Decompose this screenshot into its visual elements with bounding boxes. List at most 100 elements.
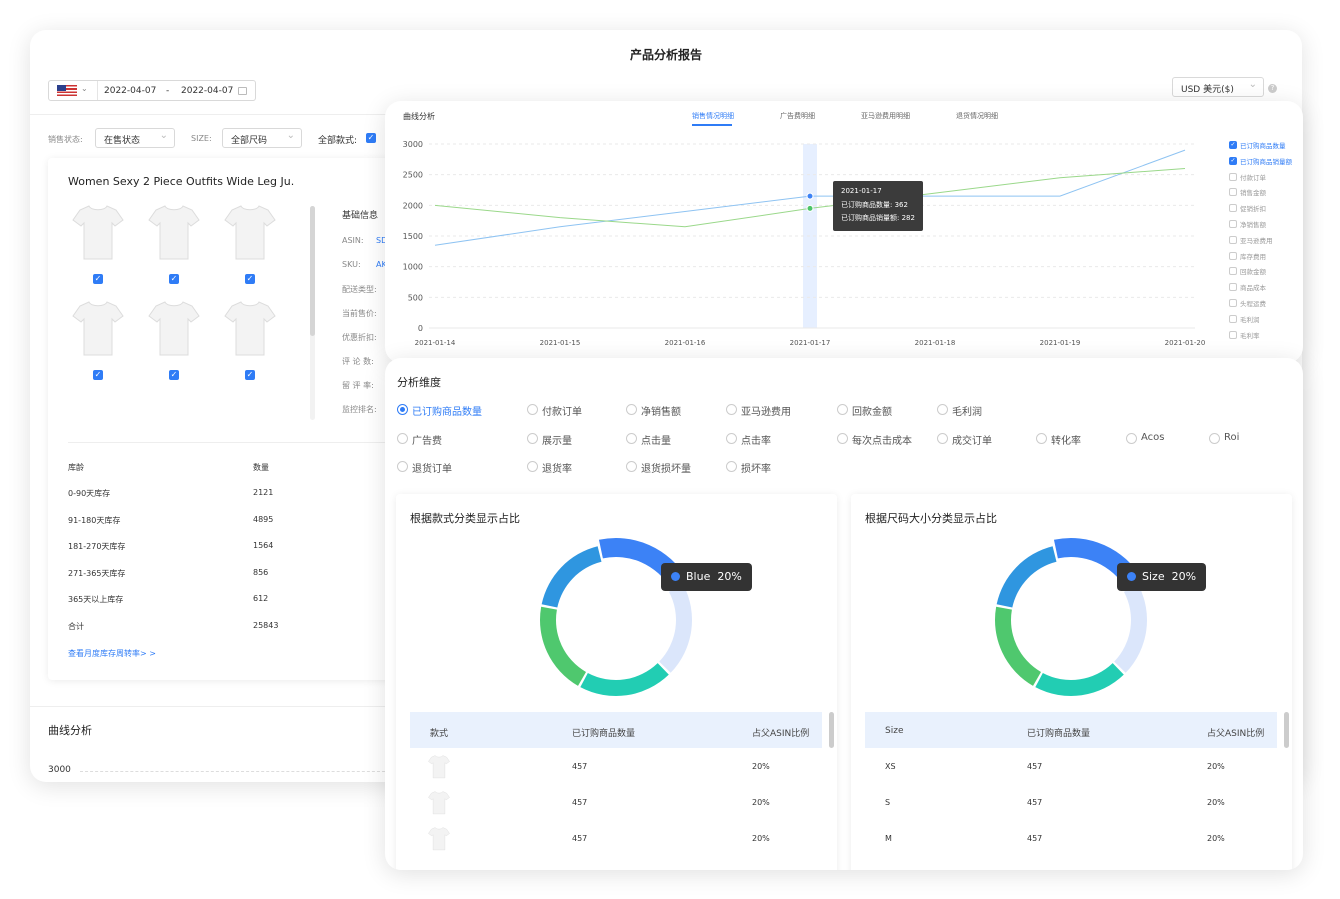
- dimension-option-label[interactable]: 展示量: [542, 435, 572, 447]
- dimension-option-label[interactable]: 净销售额: [641, 407, 681, 418]
- dimension-option-label[interactable]: Roi: [1224, 431, 1240, 443]
- legend-checkbox[interactable]: ✓: [1229, 156, 1237, 165]
- dimension-radio[interactable]: [397, 432, 408, 444]
- legend-checkbox[interactable]: [1229, 188, 1237, 197]
- product-image[interactable]: [224, 299, 276, 357]
- dimension-radio[interactable]: [626, 432, 637, 444]
- donut-slice[interactable]: [1035, 663, 1124, 696]
- dimension-option-label[interactable]: 退货订单: [412, 464, 452, 475]
- curve-analysis-panel: 曲线分析 销售情况明细 广告费明细 亚马逊费用明细 退货情况明细 0 500 1000 15…: [385, 101, 1303, 363]
- dimension-radio[interactable]: [726, 461, 737, 472]
- dimension-option-label[interactable]: 退货损坏量: [641, 464, 691, 475]
- dimension-option-label[interactable]: 亚马逊费用: [741, 407, 791, 418]
- dimension-option-label[interactable]: 回款金额: [852, 407, 892, 418]
- dimension-radio[interactable]: [527, 432, 538, 444]
- dimension-option-label[interactable]: 已订购商品数量: [412, 407, 482, 418]
- size-table-scrollbar[interactable]: [1284, 712, 1289, 748]
- dimension-radio[interactable]: [626, 404, 637, 415]
- dimension-radio[interactable]: [527, 461, 538, 472]
- product-image-checkbox[interactable]: ✓: [169, 370, 179, 380]
- dimension-option-label[interactable]: 转化率: [1051, 435, 1081, 447]
- dimension-radio[interactable]: [837, 432, 848, 444]
- product-image-checkbox[interactable]: ✓: [245, 370, 255, 380]
- dimension-radio[interactable]: [626, 461, 637, 472]
- dimension-option-label[interactable]: 毛利润: [952, 407, 982, 418]
- data-point[interactable]: [806, 192, 814, 200]
- data-point[interactable]: [806, 204, 814, 212]
- donut-slice[interactable]: [1114, 584, 1147, 673]
- dimension-radio[interactable]: [937, 432, 948, 444]
- all-styles-checkbox[interactable]: ✓: [366, 133, 376, 143]
- style-tooltip-value: 20%: [717, 570, 742, 583]
- date-range-picker[interactable]: ⌄ 2022-04-07 - 2022-04-07: [48, 80, 256, 101]
- product-image[interactable]: [224, 203, 276, 261]
- sale-status-label: 销售状态:: [48, 135, 83, 144]
- size-select[interactable]: 全部尺码: [222, 128, 302, 148]
- product-image[interactable]: [72, 203, 124, 261]
- donut-slice[interactable]: [995, 606, 1041, 686]
- curve-tab[interactable]: 亚马逊费用明细: [861, 112, 910, 120]
- dimension-option-label[interactable]: 每次点击成本: [852, 435, 912, 447]
- dimension-option-label[interactable]: 付款订单: [542, 407, 582, 418]
- donut-slice[interactable]: [580, 663, 669, 696]
- date-start[interactable]: 2022-04-07: [104, 86, 157, 96]
- dimension-option-label[interactable]: 点击率: [741, 435, 771, 447]
- legend-checkbox[interactable]: ✓: [1229, 141, 1237, 149]
- calendar-icon[interactable]: [238, 87, 247, 95]
- dimension-radio[interactable]: [726, 404, 737, 415]
- inventory-qty: 1564: [253, 541, 274, 551]
- curve-tab[interactable]: 销售情况明细: [692, 112, 734, 120]
- sale-status-select[interactable]: 在售状态: [95, 128, 175, 148]
- legend-checkbox[interactable]: [1229, 220, 1237, 228]
- dimension-radio[interactable]: [837, 404, 848, 415]
- pct-cell: 20%: [752, 834, 770, 843]
- legend-checkbox[interactable]: [1229, 251, 1237, 260]
- product-image[interactable]: [148, 203, 200, 261]
- curve-tab[interactable]: 广告费明细: [780, 112, 815, 120]
- dimension-radio[interactable]: [1036, 432, 1047, 444]
- dimension-option-label[interactable]: 损坏率: [741, 464, 771, 475]
- legend-label: 已订购商品销量额: [1240, 157, 1292, 166]
- dimension-radio[interactable]: [937, 404, 948, 415]
- dimension-option-label[interactable]: 成交订单: [952, 435, 992, 447]
- product-image-checkbox[interactable]: ✓: [245, 274, 255, 284]
- dimension-radio[interactable]: [726, 432, 737, 444]
- legend-checkbox[interactable]: [1229, 204, 1237, 213]
- inventory-qty: 2121: [253, 488, 274, 497]
- currency-select[interactable]: USD 美元($): [1172, 77, 1264, 97]
- legend-checkbox[interactable]: [1229, 235, 1237, 244]
- style-table-scrollbar[interactable]: [829, 712, 834, 748]
- dimension-option-label[interactable]: 点击量: [641, 435, 671, 447]
- dimension-option-label[interactable]: 广告费: [412, 435, 442, 447]
- dimension-radio[interactable]: [397, 404, 408, 415]
- legend-checkbox[interactable]: [1229, 330, 1237, 339]
- product-image[interactable]: [72, 299, 124, 357]
- us-flag-icon[interactable]: [57, 85, 77, 96]
- legend-checkbox[interactable]: [1229, 172, 1237, 181]
- legend-checkbox[interactable]: [1229, 267, 1237, 276]
- dimension-radio[interactable]: [1126, 432, 1137, 444]
- dimension-option-label[interactable]: Acos: [1141, 431, 1165, 443]
- donut-slice[interactable]: [541, 546, 602, 608]
- donut-slice[interactable]: [996, 546, 1057, 608]
- help-icon[interactable]: ?: [1268, 84, 1277, 93]
- legend-checkbox[interactable]: [1229, 299, 1237, 307]
- back-curve-title: 曲线分析: [48, 724, 92, 737]
- date-end[interactable]: 2022-04-07: [181, 86, 234, 96]
- product-image[interactable]: [148, 299, 200, 357]
- dimension-radio[interactable]: [527, 404, 538, 415]
- dimension-option-label[interactable]: 退货率: [542, 464, 572, 475]
- product-image-checkbox[interactable]: ✓: [169, 274, 179, 284]
- legend-checkbox[interactable]: [1229, 314, 1237, 323]
- dimension-radio[interactable]: [1209, 432, 1220, 444]
- image-scrollbar[interactable]: [310, 206, 315, 420]
- dimension-radio[interactable]: [397, 461, 408, 472]
- legend-checkbox[interactable]: [1229, 283, 1237, 292]
- curve-tab[interactable]: 退货情况明细: [956, 112, 998, 120]
- donut-slice[interactable]: [540, 606, 586, 686]
- product-image-checkbox[interactable]: ✓: [93, 370, 103, 380]
- product-image-checkbox[interactable]: ✓: [93, 274, 103, 284]
- donut-slice[interactable]: [659, 584, 692, 673]
- legend-label: 促销折扣: [1240, 205, 1266, 214]
- turnover-link[interactable]: 查看月度库存周转率> >: [68, 649, 156, 658]
